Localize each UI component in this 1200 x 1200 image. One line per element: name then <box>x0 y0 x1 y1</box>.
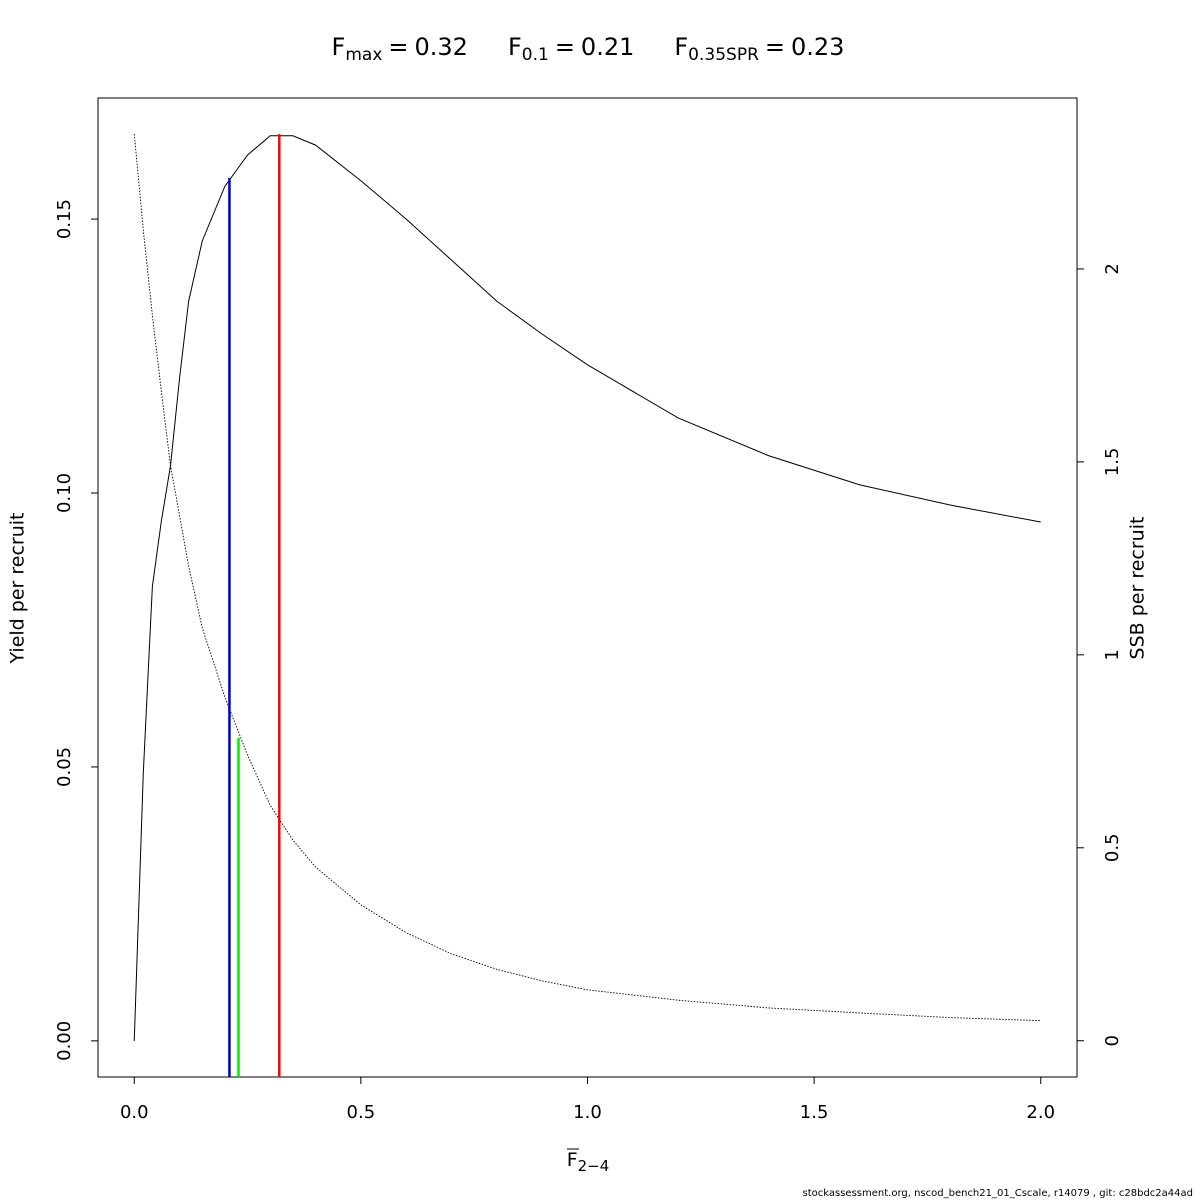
y2-tick-label: 1 <box>1102 649 1123 660</box>
title-symbol: F <box>508 33 522 61</box>
title-symbol: F <box>332 33 346 61</box>
x-tick-label: 1.0 <box>573 1102 602 1123</box>
y-axis-label: Yield per recruit <box>7 513 29 665</box>
x-tick-label: 2.0 <box>1026 1102 1055 1123</box>
title-subscript: 0.1 <box>522 45 549 65</box>
y2-tick-label: 0.5 <box>1102 833 1123 862</box>
title-relation: = <box>765 33 785 61</box>
title-subscript: max <box>345 45 382 65</box>
y-tick-label: 0.15 <box>54 199 75 239</box>
title-value: 0.32 <box>415 33 468 61</box>
title-symbol: F <box>674 33 688 61</box>
curve <box>133 133 1041 1022</box>
y-tick-label: 0.05 <box>54 747 75 787</box>
title-subscript: 0.35SPR <box>688 45 759 65</box>
y2-tick-label: 2 <box>1102 263 1123 274</box>
title-relation: = <box>388 33 408 61</box>
footer: stockassessment.org, nscod_bench21_01_Cs… <box>803 1188 1193 1199</box>
x-tick-label: 0.5 <box>347 1102 376 1123</box>
chart-title: Fmax = 0.32 F0.1 = 0.21 F0.35SPR = 0.23 <box>332 33 845 65</box>
y2-tick-label: 1.5 <box>1102 448 1123 477</box>
title-relation: = <box>555 33 575 61</box>
y2-axis-label: SSB per recruit <box>1127 517 1149 660</box>
y-tick-label: 0.00 <box>54 1021 75 1061</box>
curve <box>133 135 1041 1041</box>
title-value: 0.23 <box>791 33 844 61</box>
x-label-symbol: F <box>567 1149 578 1171</box>
y-tick-label: 0.10 <box>54 473 75 513</box>
x-tick-label: 0.0 <box>120 1102 149 1123</box>
y2-tick-label: 0 <box>1102 1035 1123 1046</box>
x-label-subscript: 2−4 <box>578 1157 610 1175</box>
title-value: 0.21 <box>581 33 634 61</box>
x-axis-label: F2−4 <box>567 1149 610 1175</box>
plot-frame <box>97 97 1078 1078</box>
x-tick-label: 1.5 <box>800 1102 829 1123</box>
